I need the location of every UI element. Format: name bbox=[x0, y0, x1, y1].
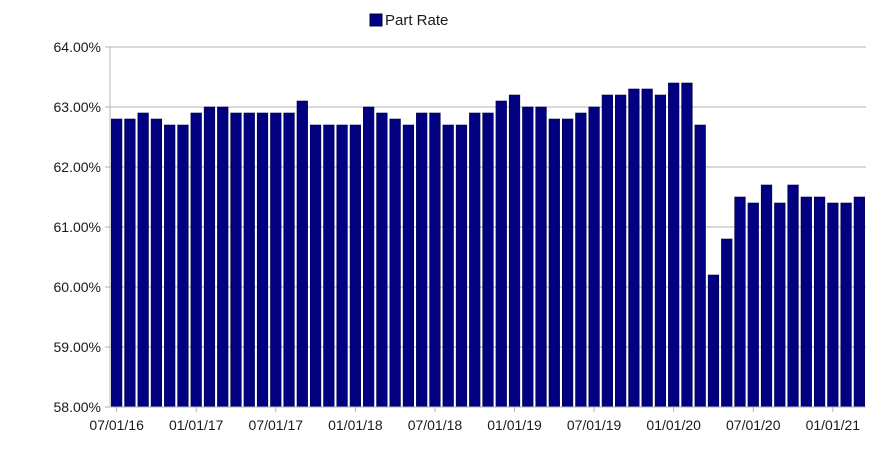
bar bbox=[774, 202, 786, 408]
bar bbox=[681, 82, 693, 408]
x-tick-label: 07/01/20 bbox=[726, 417, 781, 433]
bar bbox=[641, 88, 653, 408]
bar bbox=[323, 124, 335, 408]
bar bbox=[376, 112, 388, 408]
bar bbox=[734, 196, 746, 408]
axes bbox=[109, 47, 866, 408]
bar bbox=[588, 106, 600, 408]
bar bbox=[482, 112, 494, 408]
bar bbox=[429, 112, 441, 408]
x-tick-label: 07/01/16 bbox=[89, 417, 144, 433]
x-tick-label: 01/01/21 bbox=[806, 417, 861, 433]
x-tick-label: 01/01/19 bbox=[487, 417, 542, 433]
y-tick-label: 60.00% bbox=[54, 279, 101, 295]
y-tick-label: 62.00% bbox=[54, 159, 101, 175]
bar bbox=[601, 94, 613, 408]
x-tick-label: 07/01/19 bbox=[567, 417, 622, 433]
bar bbox=[668, 82, 680, 408]
bar bbox=[309, 124, 322, 408]
bar bbox=[575, 112, 587, 408]
bar bbox=[654, 94, 667, 408]
bar bbox=[256, 112, 269, 408]
bar bbox=[800, 196, 812, 408]
x-tick-label: 07/01/18 bbox=[408, 417, 463, 433]
bar bbox=[495, 100, 507, 408]
bar bbox=[164, 124, 176, 408]
bar bbox=[296, 100, 308, 408]
bar bbox=[283, 112, 295, 408]
bar bbox=[402, 124, 415, 408]
x-tick-label: 07/01/17 bbox=[249, 417, 304, 433]
bar bbox=[721, 238, 733, 408]
bar bbox=[694, 124, 706, 408]
bar bbox=[203, 106, 216, 408]
legend-label: Part Rate bbox=[385, 12, 448, 29]
bar bbox=[124, 118, 136, 408]
bar bbox=[190, 112, 202, 408]
bar bbox=[535, 106, 547, 408]
bar bbox=[827, 202, 839, 408]
x-tick-label: 01/01/17 bbox=[169, 417, 224, 433]
bar bbox=[747, 202, 759, 408]
bar bbox=[787, 184, 799, 408]
bar bbox=[217, 106, 229, 408]
x-tick-labels: 07/01/16 01/01/17 07/01/17 01/01/18 07/01/18… bbox=[89, 407, 860, 433]
x-tick-label: 01/01/20 bbox=[646, 417, 701, 433]
y-tick-label: 64.00% bbox=[54, 39, 101, 55]
bar bbox=[561, 118, 574, 408]
bar bbox=[349, 124, 361, 408]
bar bbox=[469, 112, 481, 408]
legend-swatch bbox=[369, 13, 383, 27]
bar bbox=[150, 118, 163, 408]
bar bbox=[230, 112, 242, 408]
bar bbox=[336, 124, 348, 408]
bar bbox=[628, 88, 640, 408]
bar bbox=[760, 184, 773, 408]
bar bbox=[522, 106, 534, 408]
bar bbox=[840, 202, 852, 408]
y-tick-label: 58.00% bbox=[54, 399, 101, 415]
bar bbox=[111, 118, 123, 408]
y-tick-labels: 58.00% 59.00% 60.00% 61.00% 62.00% 63.00% 64.0… bbox=[54, 39, 101, 415]
bar bbox=[813, 196, 826, 408]
bar bbox=[615, 94, 627, 408]
bar bbox=[853, 196, 865, 408]
y-tick-label: 63.00% bbox=[54, 99, 101, 115]
bar bbox=[508, 94, 521, 408]
bar bbox=[177, 124, 189, 408]
bar bbox=[137, 112, 149, 408]
bar bbox=[270, 112, 282, 408]
bar bbox=[243, 112, 255, 408]
bar bbox=[707, 274, 720, 408]
bar bbox=[363, 106, 375, 408]
bar bbox=[389, 118, 401, 408]
bar bbox=[442, 124, 454, 408]
bar bbox=[455, 124, 468, 408]
bars bbox=[111, 82, 865, 408]
x-tick-label: 01/01/18 bbox=[328, 417, 383, 433]
legend: Part Rate bbox=[369, 12, 448, 29]
y-tick-label: 59.00% bbox=[54, 339, 101, 355]
y-tick-label: 61.00% bbox=[54, 219, 101, 235]
bar bbox=[416, 112, 428, 408]
bar bbox=[548, 118, 560, 408]
